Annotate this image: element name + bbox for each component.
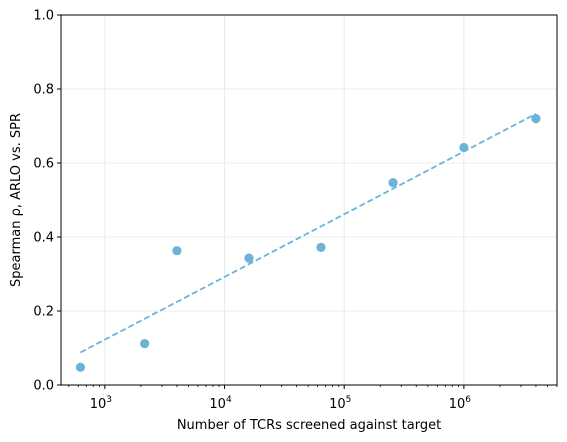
y-axis-ticks: 0.0 0.2 0.4 0.6 0.8 1.0: [33, 9, 61, 394]
y-tick-label: 0.2: [33, 305, 54, 320]
y-tick-label: 0.4: [33, 231, 54, 246]
x-tick-label: 103: [90, 395, 112, 412]
x-tick-label-base: 10: [449, 397, 466, 412]
y-tick-label: 1.0: [33, 9, 54, 24]
fit-line-group: [80, 112, 537, 354]
data-point: [459, 142, 469, 153]
data-points: [75, 114, 541, 372]
x-tick-label-exponent: 5: [346, 395, 352, 405]
data-point: [388, 178, 398, 188]
x-tick-label-base: 10: [209, 397, 226, 412]
fit-line: [80, 112, 537, 354]
x-tick-label-base: 10: [329, 397, 346, 412]
data-point: [140, 338, 150, 349]
y-tick-label: 0.6: [33, 157, 54, 172]
x-tick-label-exponent: 6: [465, 395, 471, 405]
data-point: [75, 362, 86, 372]
x-tick-label: 105: [329, 395, 351, 412]
data-point: [244, 253, 254, 263]
x-axis-ticks: 103 104 105 106: [68, 385, 558, 412]
y-axis-label: Spearman ρ, ARLO vs. SPR: [9, 113, 24, 287]
x-tick-label: 106: [449, 395, 472, 412]
x-tick-label-base: 10: [90, 397, 107, 412]
data-point: [172, 246, 182, 256]
x-tick-label-exponent: 4: [226, 395, 232, 405]
y-tick-label: 0.0: [33, 379, 54, 394]
data-point: [316, 242, 326, 252]
data-point: [531, 114, 541, 124]
grid-lines: [61, 14, 557, 386]
x-axis-label: Number of TCRs screened against target: [177, 418, 441, 433]
x-tick-label: 104: [209, 395, 232, 412]
y-tick-label: 0.8: [33, 83, 54, 98]
plot-frame: [60, 14, 558, 386]
x-tick-label-exponent: 3: [106, 395, 112, 405]
